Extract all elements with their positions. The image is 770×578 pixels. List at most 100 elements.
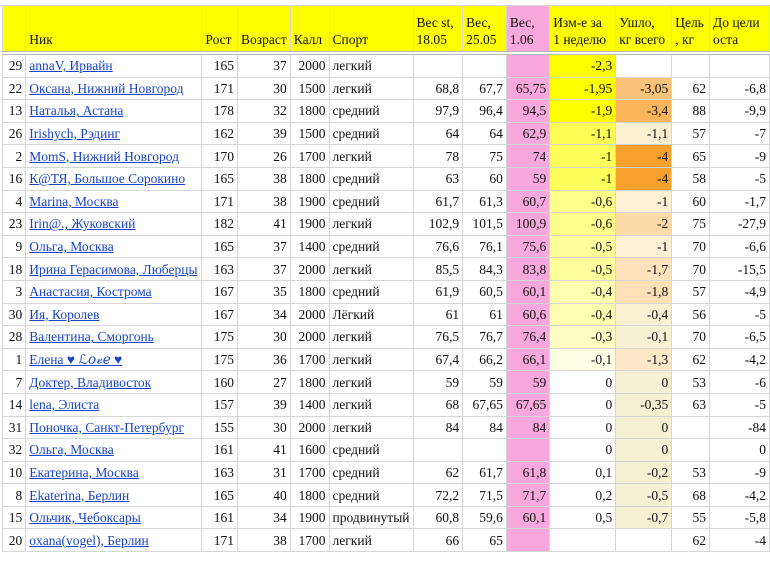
profile-link[interactable]: lena, Элиста (29, 397, 100, 413)
weight-0106-cell[interactable]: 100,9 (505, 212, 551, 236)
age-cell[interactable]: 40 (237, 483, 291, 507)
remaining-cell[interactable]: -6,8 (709, 76, 770, 101)
row-index-cell[interactable]: 8 (1, 483, 27, 507)
total-lost-cell[interactable]: -4 (615, 166, 673, 191)
kcal-cell[interactable]: 1700 (289, 528, 330, 553)
total-lost-cell[interactable]: -0,35 (615, 392, 673, 417)
sport-cell[interactable]: средний (328, 438, 414, 462)
weight-2505-cell[interactable]: 84,3 (462, 257, 507, 281)
weight-0106-cell[interactable]: 60,1 (505, 279, 551, 304)
weight-0106-cell[interactable]: 65,75 (505, 76, 551, 101)
weight-start-cell[interactable]: 76,6 (412, 234, 464, 259)
sport-cell[interactable]: легкий (328, 212, 414, 236)
sport-cell[interactable]: легкий (328, 370, 414, 394)
weight-start-cell[interactable] (412, 438, 464, 462)
remaining-cell[interactable]: -15,5 (709, 257, 770, 281)
weekly-change-cell[interactable]: 0,1 (549, 460, 617, 485)
age-cell[interactable]: 30 (237, 76, 291, 101)
sport-cell[interactable]: легкий (328, 528, 414, 553)
weekly-change-cell[interactable]: -1,9 (549, 99, 617, 123)
age-cell[interactable]: 30 (237, 415, 291, 440)
profile-link[interactable]: Оксана, Нижний Новгород (29, 80, 184, 96)
profile-link[interactable]: Ekaterina, Берлин (29, 487, 130, 503)
name-cell[interactable]: Ekaterina, Берлин (25, 483, 203, 507)
weight-start-cell[interactable]: 62 (412, 460, 464, 485)
kcal-cell[interactable]: 1800 (289, 370, 330, 394)
age-cell[interactable]: 27 (237, 370, 291, 394)
profile-link[interactable]: Marina, Москва (29, 193, 119, 209)
weight-0106-cell[interactable]: 62,9 (505, 121, 551, 146)
weight-2505-cell[interactable]: 61,7 (462, 460, 507, 485)
profile-link[interactable]: Доктер, Владивосток (29, 374, 152, 390)
height-cell[interactable]: 163 (201, 257, 239, 281)
profile-link[interactable]: Ольчик, Чебоксары (29, 510, 141, 526)
weight-2505-cell[interactable]: 61 (462, 302, 507, 327)
weekly-change-cell[interactable]: -0,5 (549, 234, 617, 259)
weekly-change-cell[interactable]: -0,3 (549, 325, 617, 349)
profile-link[interactable]: Анастасия, Кострома (29, 284, 152, 300)
remaining-cell[interactable]: -84 (709, 415, 770, 440)
remaining-cell[interactable]: -4 (709, 528, 770, 553)
weight-start-cell[interactable]: 64 (412, 121, 464, 146)
goal-cell[interactable]: 53 (671, 370, 711, 394)
total-lost-cell[interactable]: -4 (615, 144, 673, 168)
weight-start-cell[interactable]: 84 (412, 415, 464, 440)
age-cell[interactable]: 39 (237, 121, 291, 146)
header-weight-start[interactable]: Вес st, 18.05 (412, 5, 464, 55)
total-lost-cell[interactable] (615, 528, 673, 553)
profile-link[interactable]: К@ТЯ, Большое Сорокино (29, 171, 186, 187)
goal-cell[interactable]: 55 (671, 505, 711, 530)
name-cell[interactable]: MomS, Нижний Новгород (25, 144, 203, 168)
sport-cell[interactable]: средний (328, 121, 414, 146)
sport-cell[interactable]: легкий (328, 257, 414, 281)
weight-2505-cell[interactable]: 76,1 (462, 234, 507, 259)
total-lost-cell[interactable]: -2 (615, 212, 673, 236)
kcal-cell[interactable]: 2000 (289, 325, 330, 349)
sport-cell[interactable]: средний (328, 279, 414, 304)
total-lost-cell[interactable]: -1,7 (615, 257, 673, 281)
height-cell[interactable]: 175 (201, 347, 239, 372)
weight-0106-cell[interactable]: 60,7 (505, 189, 551, 214)
name-cell[interactable]: Ольга, Москва (25, 438, 203, 462)
row-index-cell[interactable]: 16 (1, 166, 27, 191)
total-lost-cell[interactable]: -0,2 (615, 460, 673, 485)
remaining-cell[interactable]: -1,7 (709, 189, 770, 214)
row-index-cell[interactable]: 14 (1, 392, 27, 417)
height-cell[interactable]: 160 (201, 370, 239, 394)
age-cell[interactable]: 37 (237, 234, 291, 259)
kcal-cell[interactable]: 1400 (289, 234, 330, 259)
weight-0106-cell[interactable]: 60,6 (505, 302, 551, 327)
profile-link[interactable]: Екатерина, Москва (29, 464, 139, 480)
kcal-cell[interactable]: 1400 (289, 392, 330, 417)
row-index-cell[interactable]: 7 (1, 370, 27, 394)
sport-cell[interactable]: легкий (328, 415, 414, 440)
profile-link[interactable]: Ольга, Москва (29, 442, 114, 458)
goal-cell[interactable]: 56 (671, 302, 711, 327)
weight-2505-cell[interactable]: 59,6 (462, 505, 507, 530)
total-lost-cell[interactable]: -1,8 (615, 279, 673, 304)
height-cell[interactable]: 165 (201, 483, 239, 507)
header-height[interactable]: Рост (201, 5, 239, 55)
kcal-cell[interactable]: 2000 (289, 415, 330, 440)
kcal-cell[interactable]: 1600 (289, 438, 330, 462)
profile-link[interactable]: Поночка, Санкт-Петербург (29, 419, 185, 435)
total-lost-cell[interactable] (615, 52, 673, 78)
row-index-cell[interactable]: 32 (1, 438, 27, 462)
weight-start-cell[interactable]: 97,9 (412, 99, 464, 123)
profile-link[interactable]: Ольга, Москва (29, 239, 114, 255)
row-index-cell[interactable]: 1 (1, 347, 27, 372)
name-cell[interactable]: Оксана, Нижний Новгород (25, 76, 203, 101)
profile-link[interactable]: oxana(vogel), Берлин (29, 532, 149, 548)
row-index-cell[interactable]: 26 (1, 121, 27, 146)
profile-link[interactable]: Ирина Герасимова, Люберцы (29, 261, 198, 277)
weight-2505-cell[interactable]: 64 (462, 121, 507, 146)
weight-0106-cell[interactable]: 84 (505, 415, 551, 440)
name-cell[interactable]: oxana(vogel), Берлин (25, 528, 203, 553)
header-weight-0106[interactable]: Вес, 1.06 (505, 5, 551, 55)
goal-cell[interactable]: 63 (671, 392, 711, 417)
weight-start-cell[interactable]: 102,9 (412, 212, 464, 236)
kcal-cell[interactable]: 2000 (289, 302, 330, 327)
weekly-change-cell[interactable]: -0,5 (549, 257, 617, 281)
sport-cell[interactable]: легкий (328, 347, 414, 372)
header-total-lost[interactable]: Ушло, кг всего (615, 5, 673, 55)
